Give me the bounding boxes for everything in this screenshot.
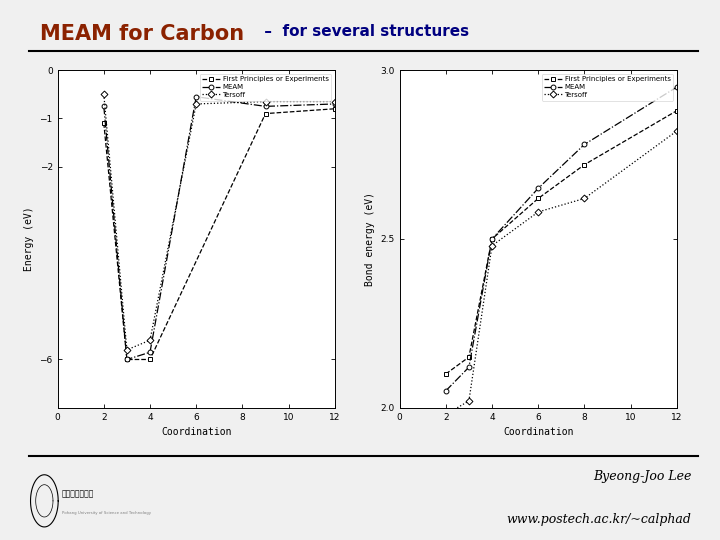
Text: www.postech.ac.kr/~calphad: www.postech.ac.kr/~calphad bbox=[506, 514, 691, 526]
Text: 포항공과대학교: 포항공과대학교 bbox=[62, 489, 94, 498]
Text: MEAM for Carbon: MEAM for Carbon bbox=[40, 24, 244, 44]
X-axis label: Coordination: Coordination bbox=[161, 427, 231, 437]
X-axis label: Coordination: Coordination bbox=[503, 427, 573, 437]
Text: Byeong-Joo Lee: Byeong-Joo Lee bbox=[593, 470, 691, 483]
Y-axis label: Bond energy (eV): Bond energy (eV) bbox=[365, 192, 375, 286]
Text: Pohang University of Science and Technology: Pohang University of Science and Technol… bbox=[62, 511, 150, 515]
Text: –  for several structures: – for several structures bbox=[259, 24, 469, 39]
Y-axis label: Energy (eV): Energy (eV) bbox=[24, 207, 34, 271]
Legend: First Principles or Experiments, MEAM, Tersoff: First Principles or Experiments, MEAM, T… bbox=[541, 73, 673, 100]
Legend: First Principles or Experiments, MEAM, Tersoff: First Principles or Experiments, MEAM, T… bbox=[199, 73, 331, 100]
